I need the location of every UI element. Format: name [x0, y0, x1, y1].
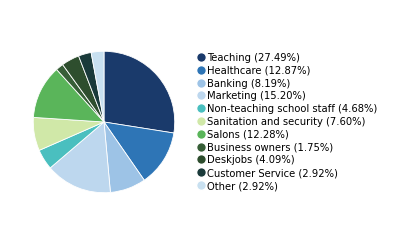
Wedge shape — [57, 65, 104, 122]
Wedge shape — [63, 56, 104, 122]
Legend: Teaching (27.49%), Healthcare (12.87%), Banking (8.19%), Marketing (15.20%), Non: Teaching (27.49%), Healthcare (12.87%), … — [196, 51, 380, 193]
Wedge shape — [104, 51, 175, 133]
Wedge shape — [104, 122, 144, 193]
Wedge shape — [50, 122, 110, 193]
Wedge shape — [79, 52, 104, 122]
Wedge shape — [39, 122, 104, 168]
Wedge shape — [33, 117, 104, 150]
Wedge shape — [91, 51, 104, 122]
Wedge shape — [34, 70, 104, 122]
Wedge shape — [104, 122, 174, 180]
